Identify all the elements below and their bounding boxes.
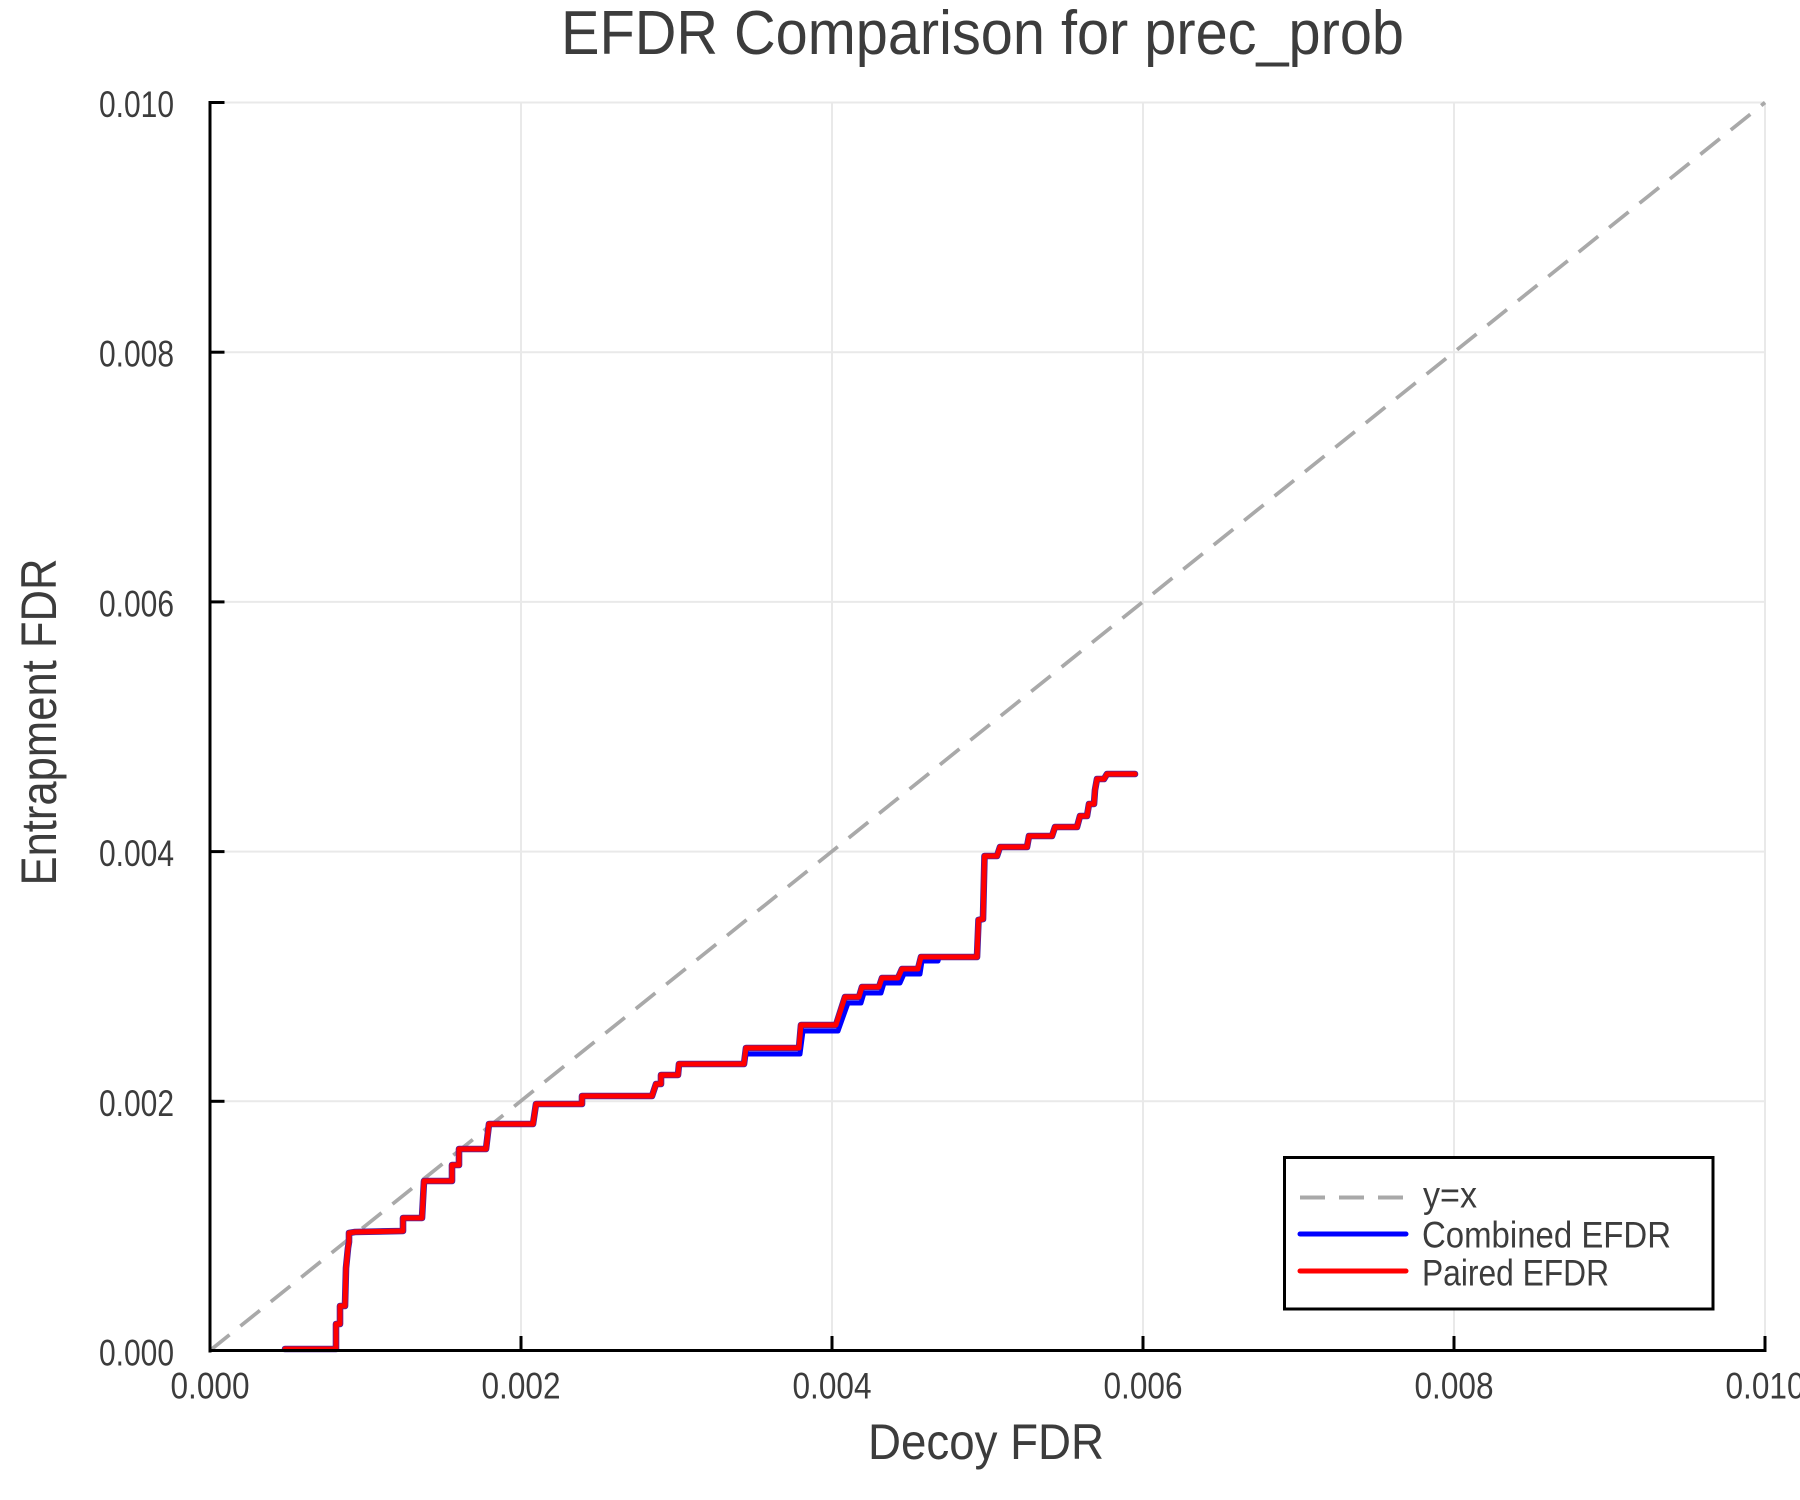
svg-text:y=x: y=x	[1423, 1175, 1477, 1216]
svg-text:EFDR Comparison for prec_prob: EFDR Comparison for prec_prob	[561, 0, 1404, 68]
svg-text:0.010: 0.010	[99, 84, 174, 125]
svg-text:Combined EFDR: Combined EFDR	[1422, 1215, 1671, 1256]
svg-text:0.010: 0.010	[1726, 1366, 1800, 1407]
svg-text:0.000: 0.000	[99, 1333, 174, 1374]
svg-text:Decoy FDR: Decoy FDR	[868, 1414, 1104, 1470]
svg-text:0.000: 0.000	[171, 1366, 250, 1407]
svg-text:0.008: 0.008	[99, 334, 174, 375]
svg-text:0.002: 0.002	[482, 1366, 561, 1407]
svg-text:0.004: 0.004	[99, 833, 174, 874]
svg-text:0.002: 0.002	[99, 1083, 174, 1124]
svg-text:0.006: 0.006	[1104, 1366, 1183, 1407]
svg-text:0.006: 0.006	[99, 583, 174, 624]
svg-text:0.008: 0.008	[1415, 1366, 1494, 1407]
svg-text:Entrapment FDR: Entrapment FDR	[11, 559, 67, 886]
svg-text:0.004: 0.004	[793, 1366, 872, 1407]
svg-text:Paired EFDR: Paired EFDR	[1422, 1253, 1609, 1294]
